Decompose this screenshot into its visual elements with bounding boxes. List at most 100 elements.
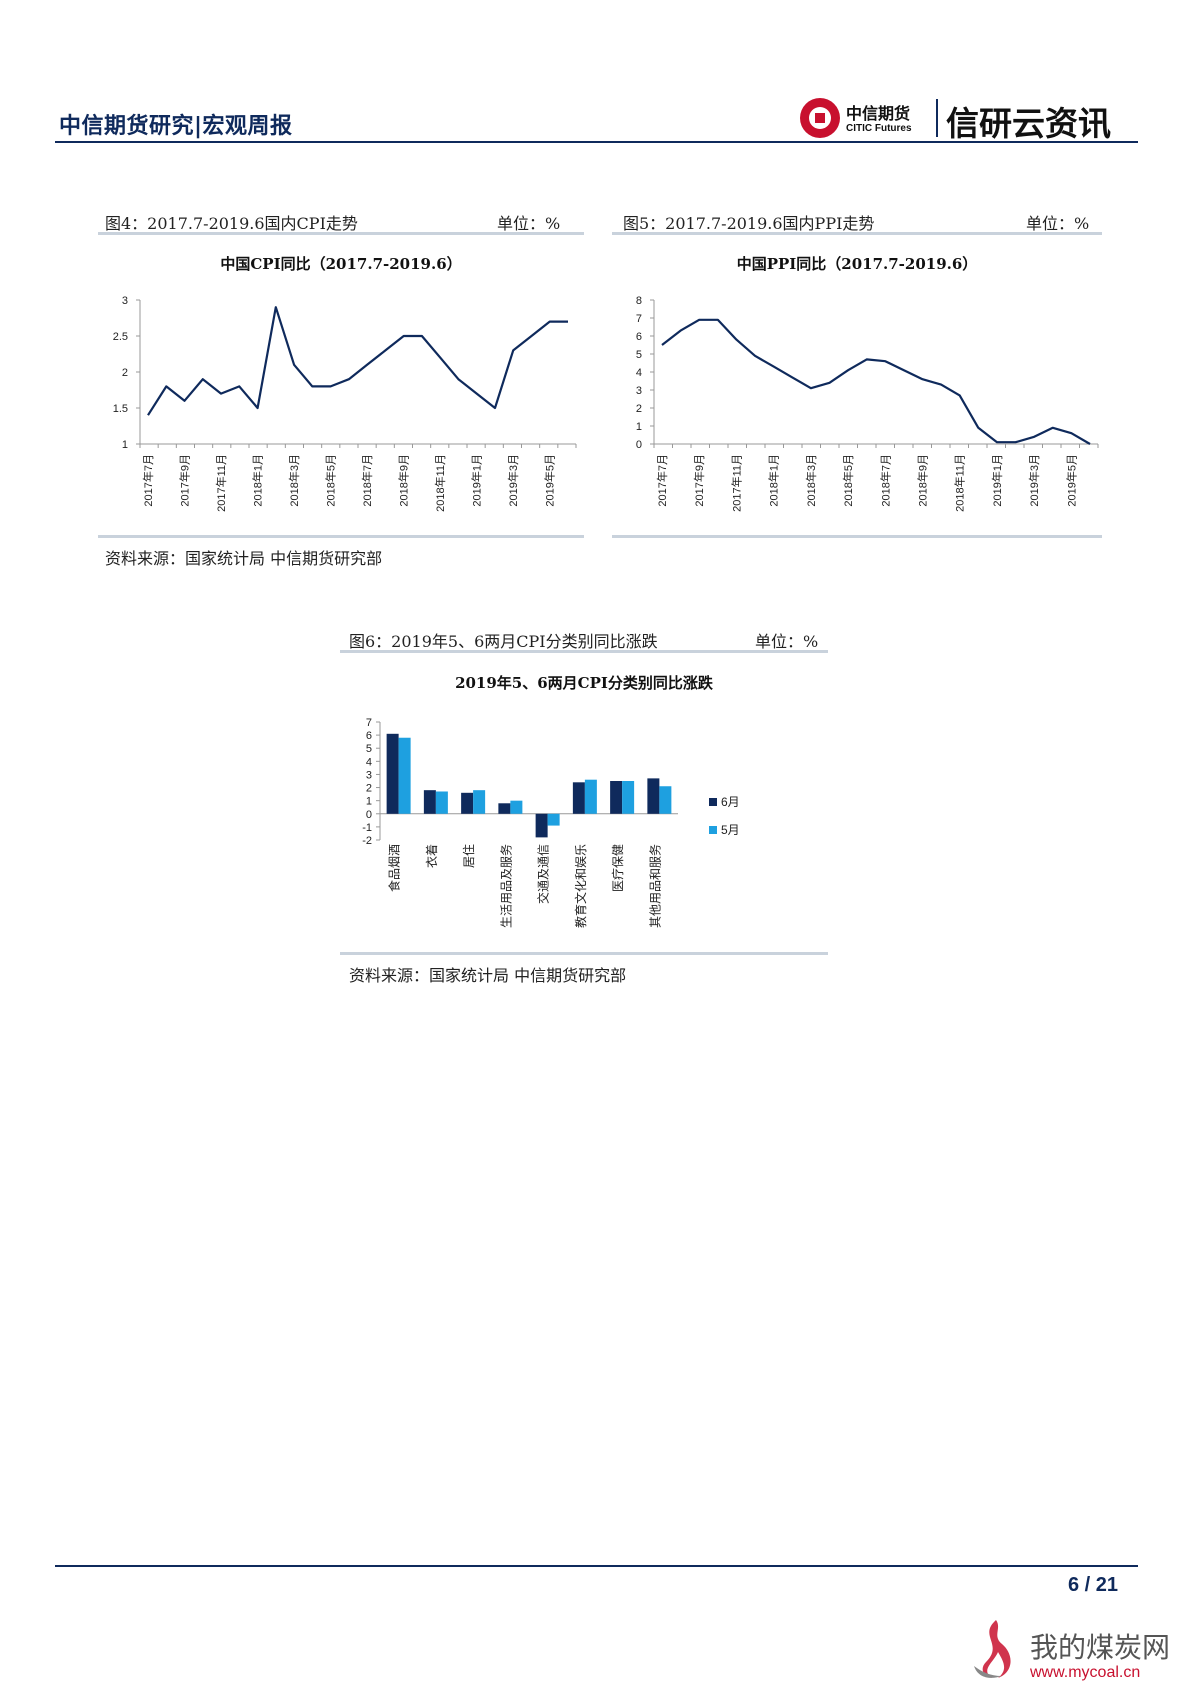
fig4-unit: 单位：% bbox=[497, 214, 561, 233]
category-label: 交通及通信 bbox=[536, 844, 551, 904]
logo-separator bbox=[936, 99, 938, 137]
bar-6月 bbox=[572, 782, 585, 814]
report-header-title: 中信期货研究|宏观周报 bbox=[59, 114, 293, 139]
x-tick-label: 2018年11月 bbox=[433, 454, 447, 512]
y-tick-label: 8 bbox=[636, 295, 642, 307]
bar-5月 bbox=[547, 813, 560, 826]
flame-logo-icon bbox=[974, 1620, 1011, 1678]
y-tick-label: 2.5 bbox=[113, 331, 128, 343]
fig4-source: 资料来源：国家统计局 中信期货研究部 bbox=[105, 549, 383, 568]
y-tick-label: 7 bbox=[636, 313, 642, 325]
y-tick-label: 1 bbox=[636, 421, 642, 433]
category-label: 衣着 bbox=[424, 844, 439, 868]
cpi-line-chart: 1 1.5 2 2.5 3 2017年7月 2017年9月 2017年11月 2018年1月 20… bbox=[113, 295, 577, 512]
fig6-chart-title: 2019年5、6两月CPI分类别同比涨跌 bbox=[455, 674, 713, 692]
category-label: 居住 bbox=[462, 844, 476, 868]
category-label: 其他用品和服务 bbox=[647, 844, 662, 928]
bar-6月 bbox=[498, 803, 511, 814]
y-tick-label: 0 bbox=[636, 439, 642, 451]
bar-5月 bbox=[398, 737, 411, 814]
legend-swatch bbox=[709, 826, 717, 834]
ppi-line-chart: 0 1 2 3 4 5 6 7 8 2017年7月 2017年9月 2017年11月 2018年1月 20… bbox=[636, 295, 1099, 512]
fig4-chart-title: 中国CPI同比（2017.7-2019.6） bbox=[220, 255, 462, 273]
logo-name-en: CITIC Futures bbox=[846, 123, 912, 134]
x-tick-label: 2018年3月 bbox=[804, 454, 818, 507]
brand-title: 信研云资讯 bbox=[946, 104, 1111, 143]
fig5-bottom-rule bbox=[612, 535, 1102, 538]
x-tick-label: 2017年9月 bbox=[178, 454, 192, 507]
citic-logo-icon bbox=[800, 98, 840, 138]
watermark-site-url: www.mycoal.cn bbox=[1030, 1664, 1141, 1681]
x-tick-label: 2018年11月 bbox=[953, 454, 967, 512]
fig6-unit: 单位：% bbox=[755, 632, 819, 651]
y-tick-label: 5 bbox=[636, 349, 642, 361]
y-tick-label: 4 bbox=[366, 756, 372, 768]
x-tick-label: 2018年3月 bbox=[287, 454, 301, 507]
y-tick-label: 3 bbox=[122, 295, 128, 307]
fig4-caption: 图4：2017.7-2019.6国内CPI走势 bbox=[105, 214, 358, 233]
y-tick-label: 4 bbox=[636, 367, 642, 379]
y-tick-label: 2 bbox=[366, 783, 372, 795]
legend-label: 5月 bbox=[721, 823, 740, 837]
x-tick-label: 2018年5月 bbox=[841, 454, 855, 507]
fig5-chart-title: 中国PPI同比（2017.7-2019.6） bbox=[736, 255, 978, 273]
y-tick-label: 2 bbox=[636, 403, 642, 415]
bar-5月 bbox=[659, 786, 672, 814]
x-tick-label: 2018年1月 bbox=[251, 454, 265, 507]
x-tick-label: 2017年11月 bbox=[214, 454, 228, 512]
fig4-bottom-rule bbox=[98, 535, 584, 538]
y-tick-label: 1 bbox=[122, 439, 128, 451]
x-tick-label: 2019年3月 bbox=[1027, 454, 1041, 507]
bar-6月 bbox=[535, 813, 548, 838]
bar-5月 bbox=[473, 790, 486, 814]
y-tick-label: 2 bbox=[122, 367, 128, 379]
fig6-bottom-rule bbox=[340, 952, 828, 955]
bar-6月 bbox=[461, 792, 474, 814]
fig4-top-rule bbox=[98, 232, 584, 235]
y-tick-label: 1 bbox=[366, 796, 372, 808]
legend-swatch bbox=[709, 798, 717, 806]
x-tick-label: 2017年11月 bbox=[729, 454, 743, 512]
category-label: 生活用品及服务 bbox=[498, 844, 513, 928]
logo-name-cn: 中信期货 bbox=[846, 104, 911, 123]
y-tick-label: 0 bbox=[366, 809, 372, 821]
y-tick-label: 3 bbox=[366, 769, 372, 781]
x-tick-label: 2018年9月 bbox=[916, 454, 930, 507]
legend-label: 6月 bbox=[721, 795, 740, 809]
y-tick-label: -2 bbox=[362, 835, 372, 847]
bar-5月 bbox=[584, 779, 597, 814]
x-tick-label: 2019年3月 bbox=[506, 454, 520, 507]
x-tick-label: 2017年7月 bbox=[141, 454, 155, 507]
fig6-caption: 图6：2019年5、6两月CPI分类别同比涨跌 bbox=[349, 632, 658, 651]
y-tick-label: 7 bbox=[366, 717, 372, 729]
category-label: 教育文化和娱乐 bbox=[573, 844, 588, 928]
x-tick-label: 2018年7月 bbox=[878, 454, 892, 507]
x-tick-label: 2018年9月 bbox=[397, 454, 411, 507]
bar-5月 bbox=[510, 800, 523, 814]
bar-6月 bbox=[647, 778, 660, 814]
x-tick-label: 2019年5月 bbox=[1064, 454, 1078, 507]
watermark-site-name: 我的煤炭网 bbox=[1030, 1631, 1171, 1664]
bar-6月 bbox=[423, 790, 436, 814]
series-line bbox=[661, 318, 1091, 445]
x-tick-label: 2018年5月 bbox=[324, 454, 338, 507]
y-tick-label: 5 bbox=[366, 743, 372, 755]
fig5-caption: 图5：2017.7-2019.6国内PPI走势 bbox=[623, 214, 875, 233]
y-tick-label: 6 bbox=[366, 730, 372, 742]
bar-6月 bbox=[386, 733, 399, 814]
bar-5月 bbox=[622, 781, 635, 814]
x-tick-label: 2019年1月 bbox=[990, 454, 1004, 507]
y-tick-label: -1 bbox=[362, 822, 372, 834]
series-line bbox=[147, 306, 568, 416]
fig5-top-rule bbox=[612, 232, 1102, 235]
y-tick-label: 6 bbox=[636, 331, 642, 343]
fig5-unit: 单位：% bbox=[1026, 214, 1090, 233]
fig6-top-rule bbox=[340, 650, 828, 653]
x-tick-label: 2019年1月 bbox=[470, 454, 484, 507]
x-tick-label: 2018年7月 bbox=[360, 454, 374, 507]
category-label: 医疗保健 bbox=[611, 844, 625, 892]
bar-5月 bbox=[435, 791, 448, 814]
x-tick-label: 2017年9月 bbox=[692, 454, 706, 507]
x-tick-label: 2019年5月 bbox=[543, 454, 557, 507]
